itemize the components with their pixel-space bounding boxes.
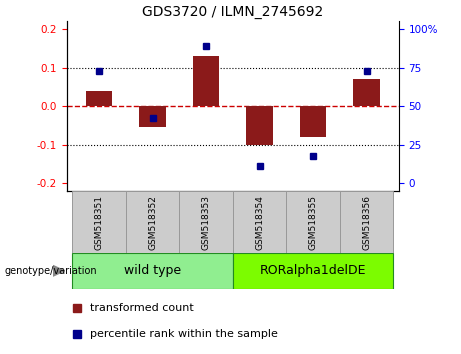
Bar bbox=[340, 191, 393, 253]
Bar bbox=[179, 191, 233, 253]
Text: RORalpha1delDE: RORalpha1delDE bbox=[260, 264, 366, 277]
Bar bbox=[193, 56, 219, 106]
Text: wild type: wild type bbox=[124, 264, 181, 277]
Text: transformed count: transformed count bbox=[90, 303, 194, 313]
Text: GSM518352: GSM518352 bbox=[148, 195, 157, 250]
Bar bbox=[86, 91, 112, 106]
Text: percentile rank within the sample: percentile rank within the sample bbox=[90, 329, 278, 339]
Bar bbox=[246, 106, 273, 145]
Polygon shape bbox=[53, 266, 65, 276]
Bar bbox=[126, 191, 179, 253]
Text: GSM518353: GSM518353 bbox=[201, 195, 211, 250]
Bar bbox=[233, 191, 286, 253]
Bar bbox=[233, 253, 393, 289]
Text: GSM518354: GSM518354 bbox=[255, 195, 264, 250]
Bar bbox=[286, 191, 340, 253]
Title: GDS3720 / ILMN_2745692: GDS3720 / ILMN_2745692 bbox=[142, 5, 324, 19]
Text: GSM518356: GSM518356 bbox=[362, 195, 371, 250]
Text: GSM518351: GSM518351 bbox=[95, 195, 103, 250]
Bar bbox=[353, 79, 380, 106]
Bar bbox=[72, 191, 126, 253]
Bar bbox=[300, 106, 326, 137]
Text: genotype/variation: genotype/variation bbox=[5, 266, 97, 276]
Bar bbox=[139, 106, 166, 127]
Bar bbox=[72, 253, 233, 289]
Text: GSM518355: GSM518355 bbox=[308, 195, 318, 250]
